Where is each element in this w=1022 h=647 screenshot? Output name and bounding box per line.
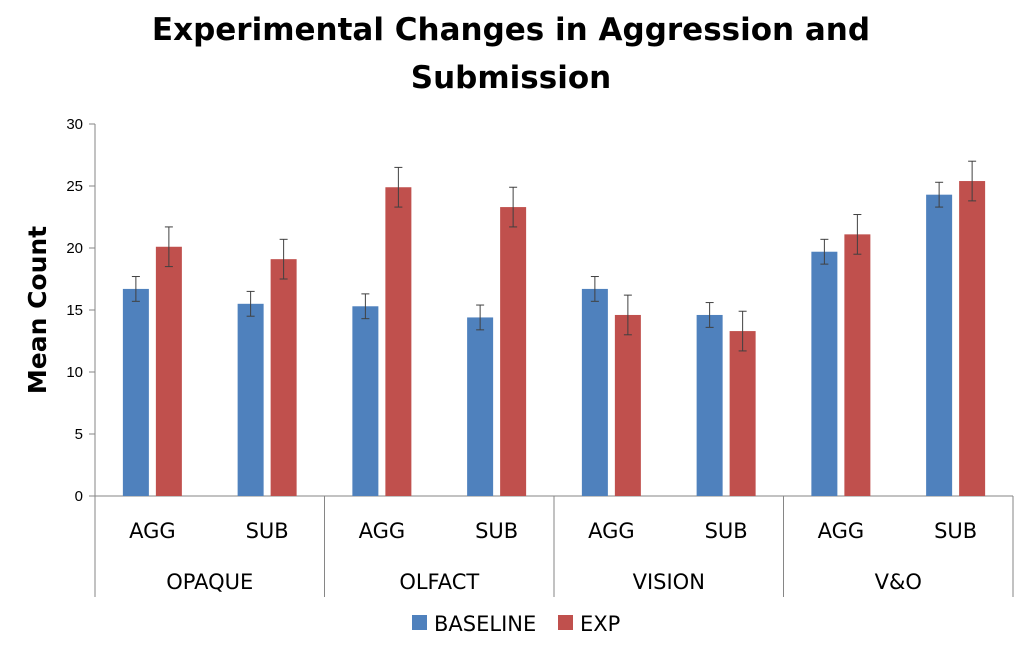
legend-label-baseline: BASELINE xyxy=(434,612,536,636)
y-tick-label: 0 xyxy=(75,488,83,505)
bar-baseline xyxy=(237,303,264,496)
legend: BASELINE EXP xyxy=(412,612,620,636)
chart-title-line-2: Submission xyxy=(410,60,612,96)
x-tick-label: AGG xyxy=(588,519,635,543)
bar-exp xyxy=(385,187,412,497)
y-tick-label: 5 xyxy=(75,426,83,443)
bar-exp xyxy=(614,314,641,496)
bar-baseline xyxy=(696,314,723,496)
x-group-label: V&O xyxy=(875,570,922,594)
legend-swatch-baseline xyxy=(412,615,427,630)
x-group-label: OLFACT xyxy=(399,570,479,594)
bar-baseline xyxy=(352,306,379,496)
bar-baseline xyxy=(811,251,838,496)
y-tick-label: 30 xyxy=(66,116,83,133)
x-tick-label: SUB xyxy=(934,519,977,543)
x-tick-label: SUB xyxy=(246,519,289,543)
y-tick-label: 15 xyxy=(66,302,83,319)
axis-labels: 0 5 10 15 20 25 30 Mean Count AGG SUB AGG SUB AGG SUB… xyxy=(23,116,977,594)
legend-swatch-exp xyxy=(558,615,573,630)
bar-exp xyxy=(155,246,182,496)
axes xyxy=(89,123,1014,597)
x-tick-label: SUB xyxy=(705,519,748,543)
bar-exp xyxy=(500,207,527,496)
bar-exp xyxy=(959,181,986,497)
y-tick-label: 20 xyxy=(66,240,83,257)
bar-exp xyxy=(270,259,297,496)
y-tick-label: 25 xyxy=(66,178,83,195)
bar-exp xyxy=(729,331,756,496)
x-tick-label: AGG xyxy=(359,519,406,543)
bars xyxy=(122,160,986,497)
x-group-label: OPAQUE xyxy=(166,570,253,594)
y-axis-title: Mean Count xyxy=(23,226,52,394)
x-tick-label: AGG xyxy=(129,519,176,543)
y-tick-label: 10 xyxy=(66,364,83,381)
bar-baseline xyxy=(122,288,149,496)
chart-title-line-1: Experimental Changes in Aggression and xyxy=(151,12,871,48)
bar-exp xyxy=(844,234,871,497)
x-tick-label: AGG xyxy=(818,519,865,543)
x-group-label: VISION xyxy=(633,570,705,594)
x-tick-label: SUB xyxy=(475,519,518,543)
bar-baseline xyxy=(926,194,953,496)
bar-baseline xyxy=(581,288,608,496)
bar-baseline xyxy=(467,317,494,496)
legend-label-exp: EXP xyxy=(580,612,620,636)
